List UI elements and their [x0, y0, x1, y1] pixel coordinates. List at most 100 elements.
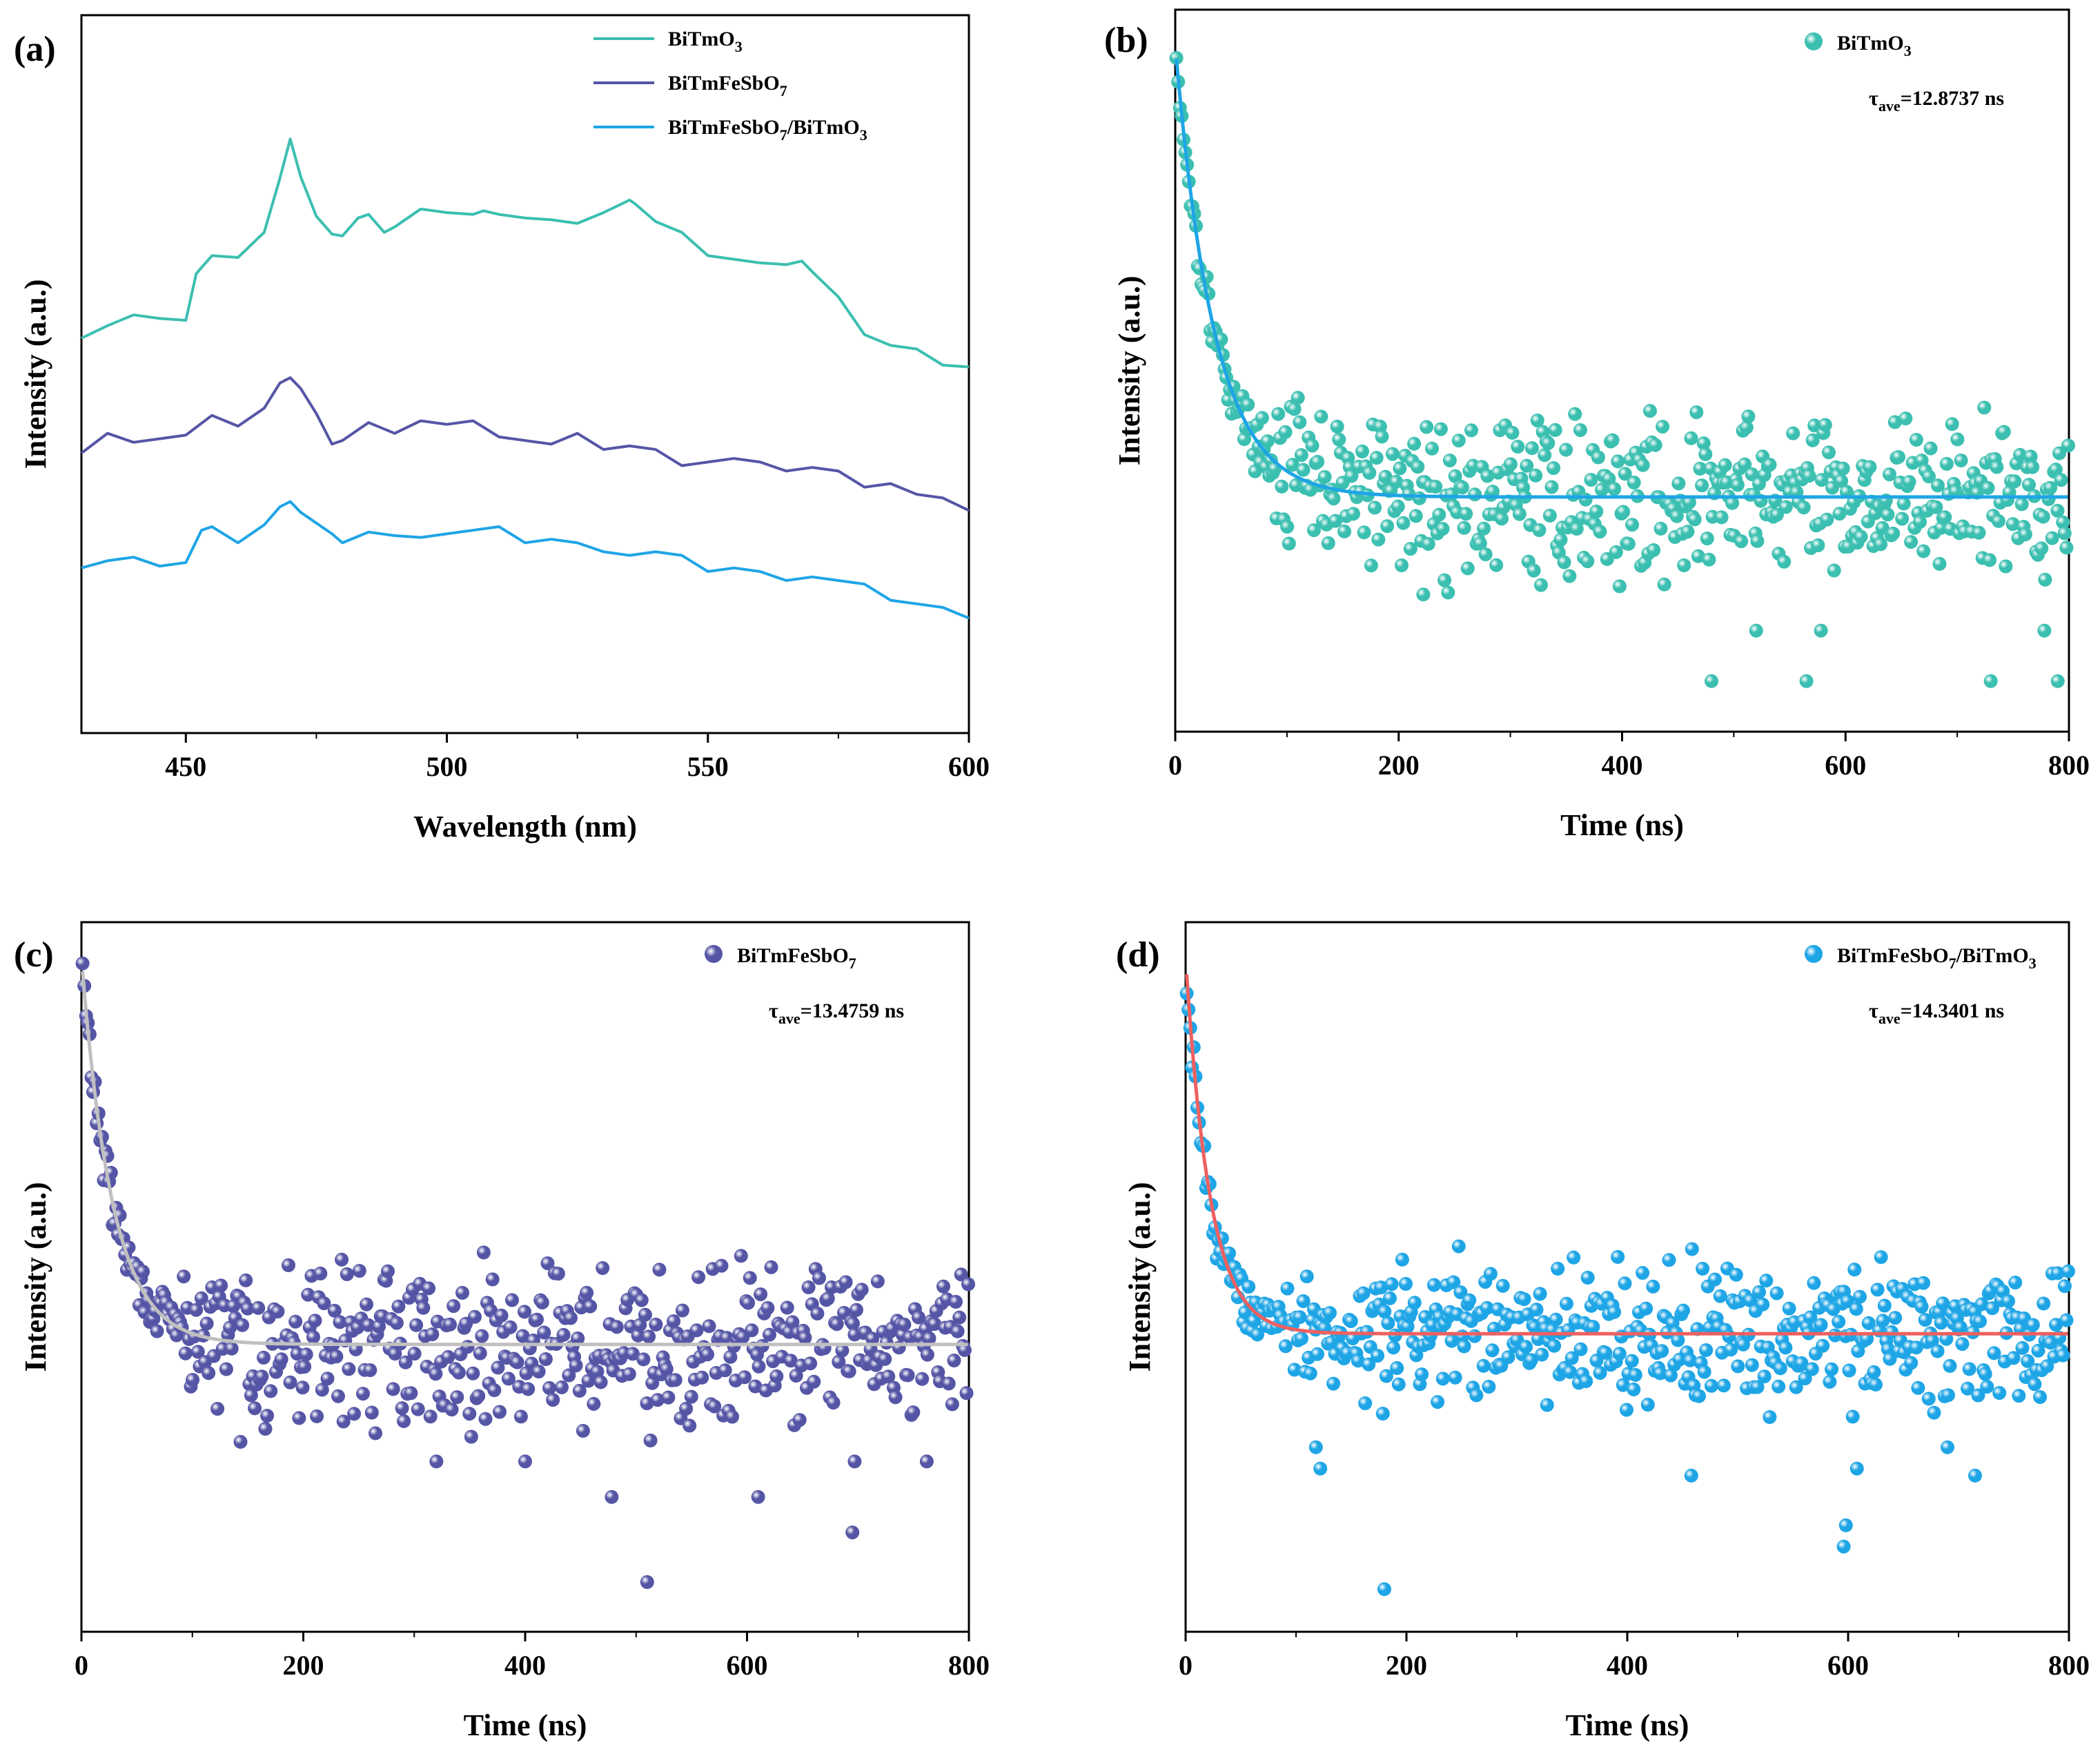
scatter-point	[1485, 1343, 1500, 1358]
scatter-point	[1533, 1287, 1547, 1301]
scatter-point	[1904, 1356, 1919, 1370]
scatter-point	[251, 1300, 266, 1315]
scatter-point	[1321, 536, 1335, 550]
scatter-point	[1888, 1311, 1903, 1325]
scatter-point	[1973, 1314, 1987, 1329]
scatter-point	[1607, 1305, 1622, 1319]
scatter-point	[1598, 1345, 1613, 1360]
scatter-point	[1442, 453, 1457, 468]
scatter-point	[1985, 1301, 1999, 1316]
scatter-point	[807, 1374, 821, 1389]
scatter-point	[2034, 541, 2049, 556]
scatter-point	[1411, 460, 1425, 474]
y-axis-title: Intensity (a.u.)	[19, 279, 52, 469]
scatter-point-outlier	[1814, 623, 1828, 638]
scatter-point	[1627, 1382, 1641, 1396]
scatter-point	[1549, 1312, 1563, 1327]
scatter-point	[1529, 468, 1543, 482]
scatter-point	[832, 1355, 846, 1369]
scatter-point	[398, 1355, 413, 1369]
scatter-point	[1773, 1361, 1787, 1376]
scatter-point	[702, 1319, 716, 1334]
scatter-point	[576, 1423, 590, 1438]
scatter-point	[1260, 434, 1275, 449]
scatter-point	[865, 1331, 880, 1346]
scatter-point	[1691, 549, 1705, 563]
scatter-point-outlier	[1836, 1539, 1851, 1554]
scatter-point	[1520, 458, 1534, 473]
scatter-point	[1636, 458, 1650, 472]
scatter-point	[572, 1383, 587, 1398]
scatter-point	[1923, 441, 1938, 456]
scatter-point	[537, 1325, 551, 1340]
scatter-point	[1913, 515, 1927, 529]
scatter-point	[2050, 503, 2065, 518]
scatter-point	[257, 1350, 271, 1365]
scatter-point-outlier	[2050, 674, 2065, 688]
y-axis-title: Intensity (a.u.)	[1123, 1182, 1157, 1372]
scatter-point	[838, 1275, 853, 1289]
scatter-point	[1953, 1320, 1967, 1335]
legend: BiTmFeSbO7/BiTmO3	[1805, 944, 2037, 972]
scatter-point	[478, 1412, 493, 1426]
scatter-point	[416, 1300, 431, 1315]
scatter-point	[897, 1317, 912, 1331]
scatter-point	[555, 1380, 569, 1394]
scatter-point-outlier	[1705, 674, 1718, 688]
tau-annotation: τave=12.8737 ns	[1869, 87, 2004, 115]
scatter-point	[1355, 445, 1369, 458]
scatter-point	[1627, 476, 1641, 490]
scatter-point	[850, 1303, 863, 1317]
scatter-point	[1618, 467, 1632, 481]
plot-frame	[80, 921, 970, 1633]
scatter-point	[310, 1409, 324, 1423]
scatter-point	[1750, 1380, 1765, 1394]
scatter-point	[1433, 422, 1448, 436]
scatter-point	[1371, 532, 1386, 547]
scatter-point	[754, 1287, 768, 1302]
scatter-point	[530, 1312, 544, 1327]
scatter-point	[1662, 1253, 1676, 1267]
scatter-point	[801, 1280, 816, 1294]
scatter-point	[1611, 1250, 1625, 1264]
scatter-point	[1981, 480, 1995, 495]
scatter-point	[661, 1390, 676, 1405]
scatter-point	[1311, 455, 1325, 469]
scatter-point	[1682, 495, 1696, 509]
scatter-point	[2059, 1313, 2074, 1327]
scatter-point	[1279, 1339, 1293, 1354]
scatter-point	[1421, 537, 1435, 551]
scatter-point	[959, 1386, 974, 1401]
scatter-point	[1698, 447, 1713, 461]
scatter-point	[2054, 473, 2068, 487]
scatter-point	[447, 1299, 461, 1314]
scatter-point	[1625, 1354, 1639, 1368]
scatter-point	[1996, 425, 2011, 439]
scatter-point	[1287, 402, 1302, 416]
scatter-point	[689, 1323, 704, 1338]
scatter-point	[333, 1315, 347, 1329]
fit-line	[1175, 58, 2068, 499]
scatter-point	[542, 1381, 556, 1395]
scatter-point	[830, 1317, 844, 1331]
legend-marker	[1805, 32, 1823, 50]
scatter-point	[1714, 510, 1729, 525]
scatter-point	[466, 1366, 480, 1381]
scatter-point	[738, 1370, 752, 1385]
scatter-point	[1317, 470, 1332, 484]
scatter-point	[1557, 555, 1571, 569]
scatter-point	[1759, 1274, 1774, 1288]
scatter-point	[189, 1303, 204, 1317]
scatter-point	[1451, 433, 1466, 448]
scatter-point	[1896, 496, 1911, 511]
scatter-point	[1242, 1280, 1256, 1294]
scatter-point	[792, 1413, 807, 1427]
x-tick-label: 550	[687, 751, 729, 782]
scatter-point	[1822, 445, 1836, 460]
scatter-point	[1842, 1363, 1856, 1378]
scatter-point	[1486, 485, 1500, 499]
scatter-point	[1978, 1367, 1992, 1381]
scatter-point	[2018, 527, 2032, 542]
legend-label-main: BiTmFeSbO	[668, 72, 780, 95]
